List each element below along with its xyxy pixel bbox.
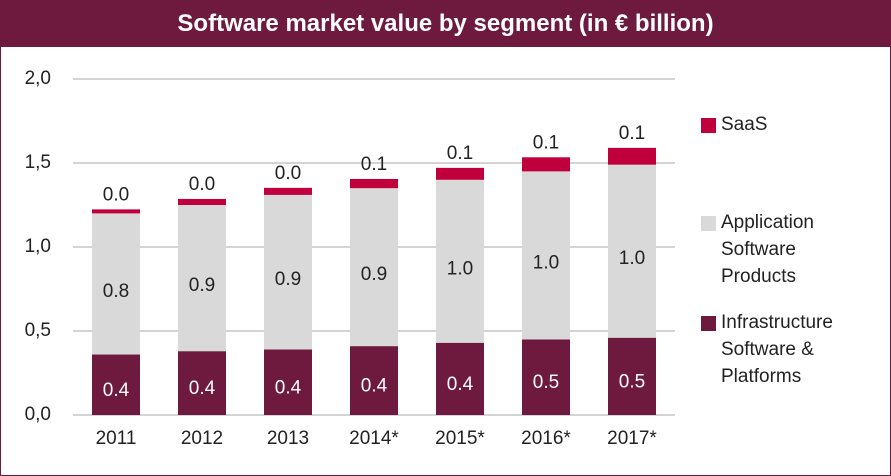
data-label: 0.9	[361, 264, 387, 285]
data-label: 0.8	[103, 281, 129, 302]
chart-title: Software market value by segment (in € b…	[1, 1, 890, 47]
data-label: 1.0	[447, 258, 473, 279]
x-tick-label: 2017*	[607, 428, 657, 449]
data-label: 0.5	[533, 372, 559, 393]
x-tick-label: 2015*	[435, 428, 485, 449]
bar-segment	[608, 147, 656, 165]
data-label: 0.5	[619, 371, 645, 392]
bar-segment	[608, 337, 656, 415]
y-tick-label: 1,5	[25, 152, 51, 173]
data-label: 0.1	[447, 143, 473, 164]
legend-label: Application Software Products	[721, 212, 814, 287]
data-label: 0.4	[189, 378, 216, 399]
legend-label: SaaS	[721, 114, 768, 135]
bar-segment	[350, 188, 398, 347]
data-label: 0.1	[361, 154, 387, 175]
bar-segment	[92, 354, 140, 415]
bar-segment	[522, 157, 570, 172]
x-tick-label: 2013	[267, 428, 309, 449]
bar-segment	[92, 213, 140, 355]
data-label: 1.0	[619, 248, 645, 269]
bar-segment	[436, 179, 484, 343]
legend-swatch	[701, 216, 716, 231]
data-label: 0.0	[103, 184, 129, 205]
bar-segment	[92, 209, 140, 214]
bar-segment	[264, 187, 312, 195]
x-tick-label: 2011	[96, 428, 137, 449]
legend-swatch	[701, 316, 716, 331]
bar-segment	[436, 167, 484, 180]
data-label: 0.4	[361, 376, 388, 397]
data-label: 0.4	[275, 377, 302, 398]
data-label: 0.4	[447, 374, 474, 395]
legend-item: SaaS	[701, 111, 886, 138]
y-tick-label: 0,0	[25, 404, 51, 425]
data-label: 0.1	[533, 132, 559, 153]
data-label: 0.0	[189, 174, 215, 195]
x-tick-label: 2016*	[521, 428, 571, 449]
data-label: 0.0	[275, 163, 301, 184]
data-label: 0.9	[189, 275, 215, 296]
bar-segment	[522, 339, 570, 415]
bar-segment	[178, 351, 226, 415]
bar-segment	[178, 205, 226, 352]
legend-swatch	[701, 118, 716, 133]
bar-segment	[522, 171, 570, 340]
x-tick-label: 2014*	[349, 428, 399, 449]
legend-label: Infrastructure Software & Platforms	[721, 312, 833, 387]
data-label: 1.0	[533, 252, 559, 273]
bar-segment	[608, 164, 656, 338]
bar-segment	[264, 194, 312, 350]
bar-segment	[436, 342, 484, 415]
bar-segment	[350, 178, 398, 189]
bar-segment	[350, 346, 398, 415]
data-label: 0.1	[619, 123, 645, 144]
y-tick-label: 1,0	[25, 236, 51, 257]
legend-item: Infrastructure Software & Platforms	[701, 309, 886, 390]
data-label: 0.4	[103, 380, 130, 401]
y-tick-label: 0,5	[25, 320, 51, 341]
x-tick-label: 2012	[181, 428, 223, 449]
data-label: 0.9	[275, 269, 301, 290]
y-tick-label: 2,0	[25, 68, 51, 89]
bar-segment	[178, 198, 226, 205]
bar-segment	[264, 349, 312, 415]
legend-item: Application Software Products	[701, 209, 886, 290]
